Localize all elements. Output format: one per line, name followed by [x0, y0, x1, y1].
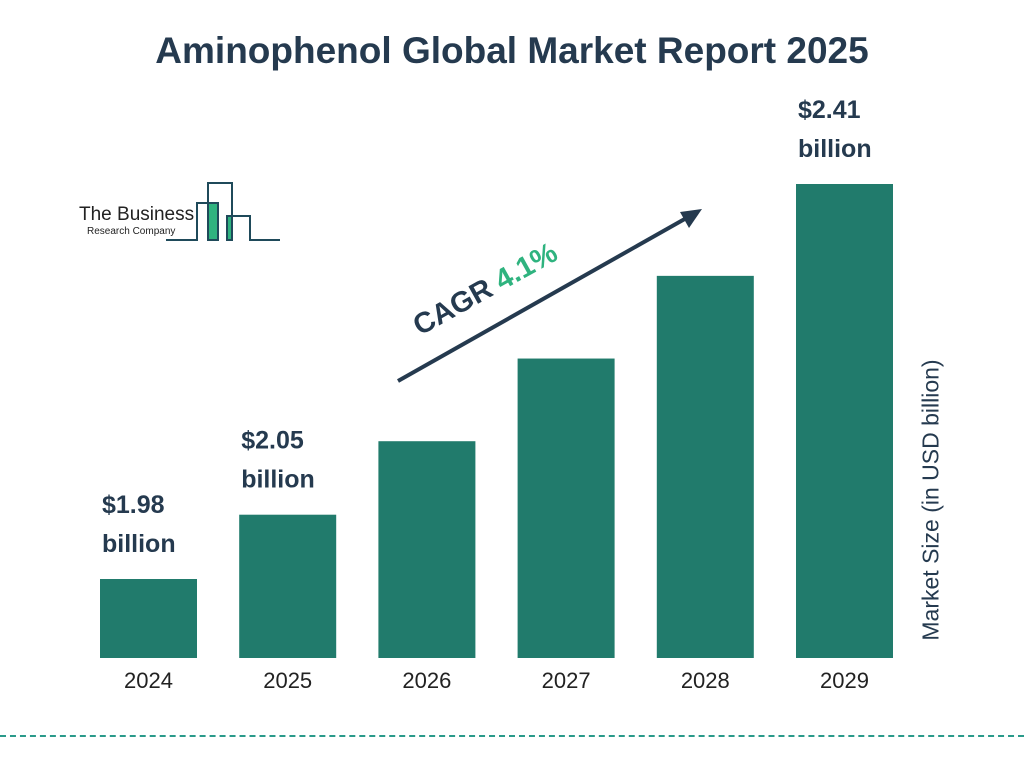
arrow-head-icon: [680, 209, 702, 228]
logo-text-line1: The Business: [79, 204, 195, 225]
data-label-value: $1.98: [102, 491, 165, 519]
bar-2024: [100, 579, 197, 658]
x-tick-label: 2024: [124, 668, 173, 693]
x-tick-label: 2025: [263, 668, 312, 693]
footer-divider: [0, 735, 1024, 737]
data-label-unit: billion: [102, 530, 176, 558]
cagr-arrow: [397, 214, 691, 383]
chart-title: Aminophenol Global Market Report 2025: [155, 30, 869, 71]
bar-2027: [517, 358, 615, 658]
data-label-value: $2.05: [241, 427, 304, 455]
x-tick-label: 2029: [820, 668, 869, 693]
bar-2029: [796, 184, 893, 659]
bar-2026: [378, 441, 476, 658]
logo-text-line2: Research Company: [87, 226, 176, 237]
data-label-value: $2.41: [798, 96, 861, 124]
x-tick-label: 2028: [681, 668, 730, 693]
data-label-unit: billion: [798, 135, 872, 163]
data-label-unit: billion: [241, 466, 315, 494]
x-tick-label: 2026: [402, 668, 451, 693]
bar-2025: [239, 514, 337, 658]
bar-2028: [656, 275, 754, 658]
x-tick-label: 2027: [542, 668, 591, 693]
